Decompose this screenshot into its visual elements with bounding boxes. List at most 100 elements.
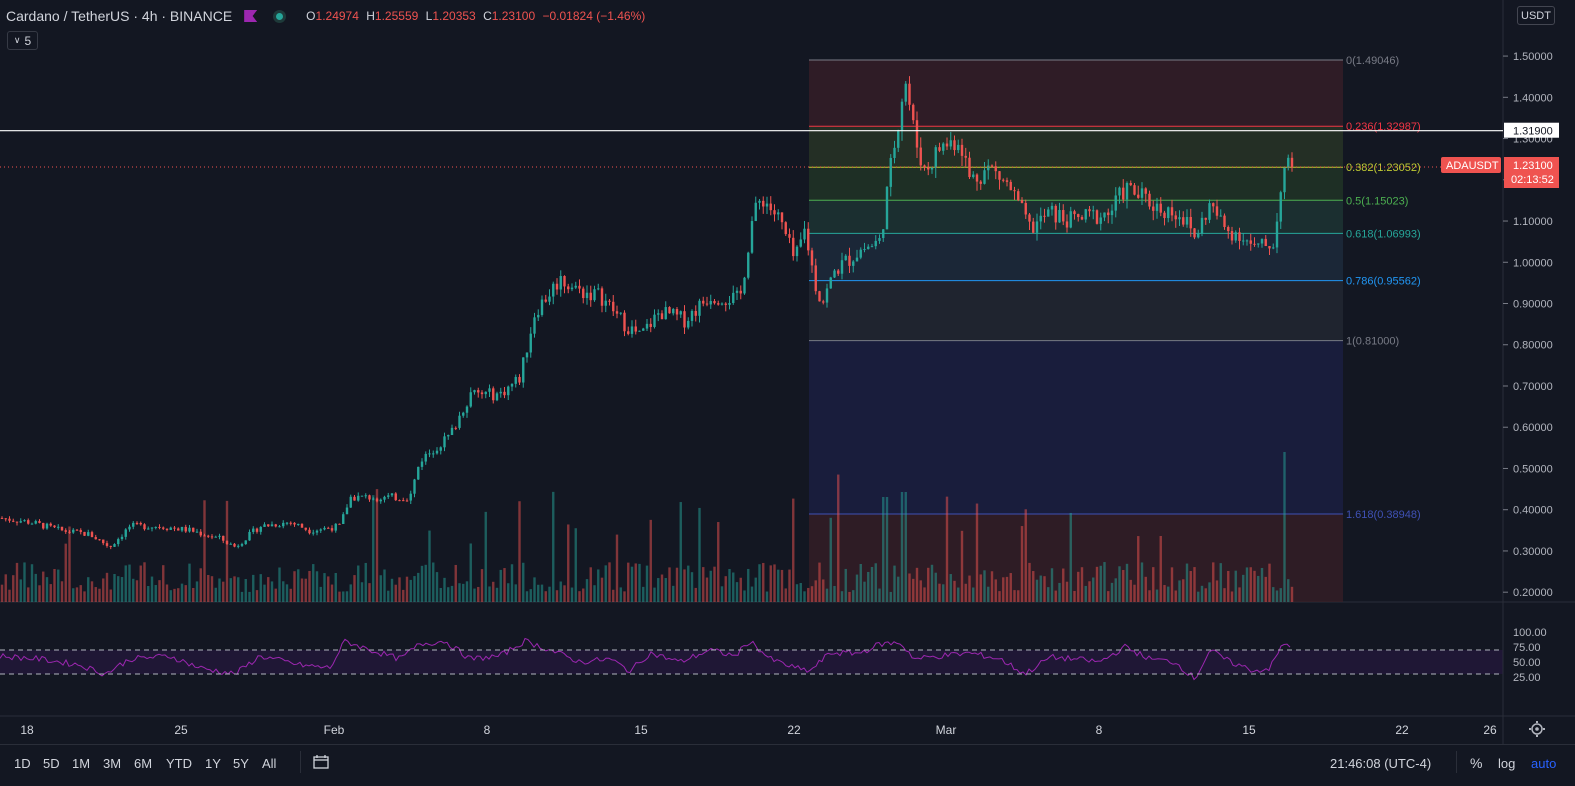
volume-bar: [492, 581, 495, 602]
candle-body: [743, 277, 746, 294]
candle-body: [807, 228, 810, 251]
candle-body: [1137, 194, 1140, 198]
candle-body: [75, 529, 79, 531]
candle-body: [1103, 212, 1106, 218]
timeframe-button-1y[interactable]: 1Y: [205, 756, 221, 771]
candle-body: [822, 301, 825, 303]
timeframe-button-5d[interactable]: 5D: [43, 756, 60, 771]
candle-body: [1223, 215, 1226, 228]
candlesticks: [0, 76, 1294, 550]
volume-bar: [807, 587, 810, 602]
candle-body: [1245, 240, 1249, 242]
volume-bar: [184, 585, 187, 602]
volume-bar: [1050, 568, 1054, 602]
candle-body: [102, 539, 105, 544]
candle-body: [195, 531, 199, 533]
timeframe-button-ytd[interactable]: YTD: [166, 756, 192, 771]
volume-bar: [762, 562, 765, 602]
rsi-tick-label: 75.00: [1513, 642, 1541, 654]
fib-level-label: 0.5(1.15023): [1346, 195, 1408, 207]
candle-body: [1148, 193, 1151, 207]
volume-bar: [615, 534, 619, 602]
volume-bar: [1178, 580, 1181, 602]
timeframe-button-5y[interactable]: 5Y: [233, 756, 249, 771]
volume-bar: [1084, 585, 1087, 602]
volume-bar: [109, 589, 112, 602]
volume-bar: [788, 569, 791, 602]
candle-body: [634, 326, 637, 332]
calendar-icon[interactable]: [313, 755, 329, 769]
candle-body: [1058, 210, 1061, 223]
fib-band: [809, 280, 1343, 341]
candle-body: [323, 527, 326, 530]
volume-bar: [319, 586, 322, 602]
time-axis[interactable]: 18 25 Feb 8 15 22 Mar 8 15 22 26: [20, 723, 1497, 737]
volume-bar: [792, 498, 795, 602]
timeframe-button-all[interactable]: All: [262, 756, 277, 771]
candle-body: [747, 252, 750, 278]
timeframe-button-3m[interactable]: 3M: [103, 756, 122, 771]
candle-body: [1275, 221, 1279, 248]
volume-bar: [735, 582, 739, 602]
timeframe-button-6m[interactable]: 6M: [134, 756, 153, 771]
high-value: 1.25559: [374, 9, 419, 23]
candle-body: [525, 352, 529, 358]
timeframe-button-1d[interactable]: 1D: [14, 756, 31, 771]
volume-bar: [683, 569, 686, 602]
volume-bar: [585, 579, 589, 602]
indicators-toggle-button[interactable]: ∨ 5: [7, 31, 38, 50]
candle-body: [34, 521, 37, 524]
clock-timezone[interactable]: 21:46:08 (UTC-4): [1330, 756, 1432, 771]
flag-icon[interactable]: [244, 10, 258, 22]
volume-bar: [248, 591, 251, 602]
candle-body: [612, 301, 615, 312]
currency-button[interactable]: USDT: [1517, 6, 1555, 25]
time-axis-label: 18: [20, 723, 34, 737]
volume-bar: [514, 584, 517, 602]
volume-bar: [4, 574, 7, 602]
log-scale-toggle[interactable]: log: [1498, 756, 1516, 771]
candle-body: [42, 522, 45, 529]
volume-bar: [664, 578, 667, 602]
volume-bar: [889, 591, 892, 602]
volume-bar: [19, 579, 22, 602]
auto-scale-toggle[interactable]: auto: [1531, 756, 1557, 771]
symbol-tag: [1441, 157, 1501, 173]
symbol-title[interactable]: Cardano / TetherUS · 4h · BINANCE: [6, 8, 233, 24]
percent-scale-toggle[interactable]: %: [1470, 755, 1483, 771]
volume-bar: [124, 565, 127, 602]
volume-bar: [634, 563, 637, 602]
candle-body: [949, 140, 952, 147]
price-tick-label: 0.90000: [1513, 299, 1553, 311]
candle-body: [833, 270, 836, 278]
candle-body: [278, 526, 281, 528]
candle-body: [979, 181, 982, 184]
candle-body: [177, 528, 180, 531]
settings-gear-icon[interactable]: [1529, 721, 1545, 737]
time-axis-label: Feb: [324, 723, 345, 737]
volume-bar: [863, 581, 866, 602]
volume-bar: [597, 569, 600, 602]
timeframe-button-1m[interactable]: 1M: [72, 756, 91, 771]
candle-body: [964, 155, 967, 158]
candle-body: [117, 539, 120, 545]
volume-bar: [623, 591, 626, 602]
volume-bar: [480, 569, 484, 602]
candle-body: [660, 313, 664, 320]
candle-body: [919, 147, 922, 166]
volume-bar: [169, 590, 172, 602]
candle-body: [1212, 203, 1215, 207]
volume-bar: [274, 588, 277, 602]
volume-bar: [1077, 571, 1080, 602]
candle-body: [1050, 205, 1054, 210]
candle-body: [582, 288, 585, 299]
market-status-icon[interactable]: [273, 9, 287, 23]
candle-body: [855, 257, 859, 262]
volume-bar: [773, 564, 776, 602]
candle-body: [477, 390, 480, 393]
volume-bar: [1110, 582, 1114, 602]
volume-bar: [1069, 512, 1072, 602]
fib-retracement[interactable]: 0(1.49046) 0.236(1.32987) 0.382(1.23052) 0.…: [809, 55, 1421, 602]
candle-body: [897, 130, 900, 148]
